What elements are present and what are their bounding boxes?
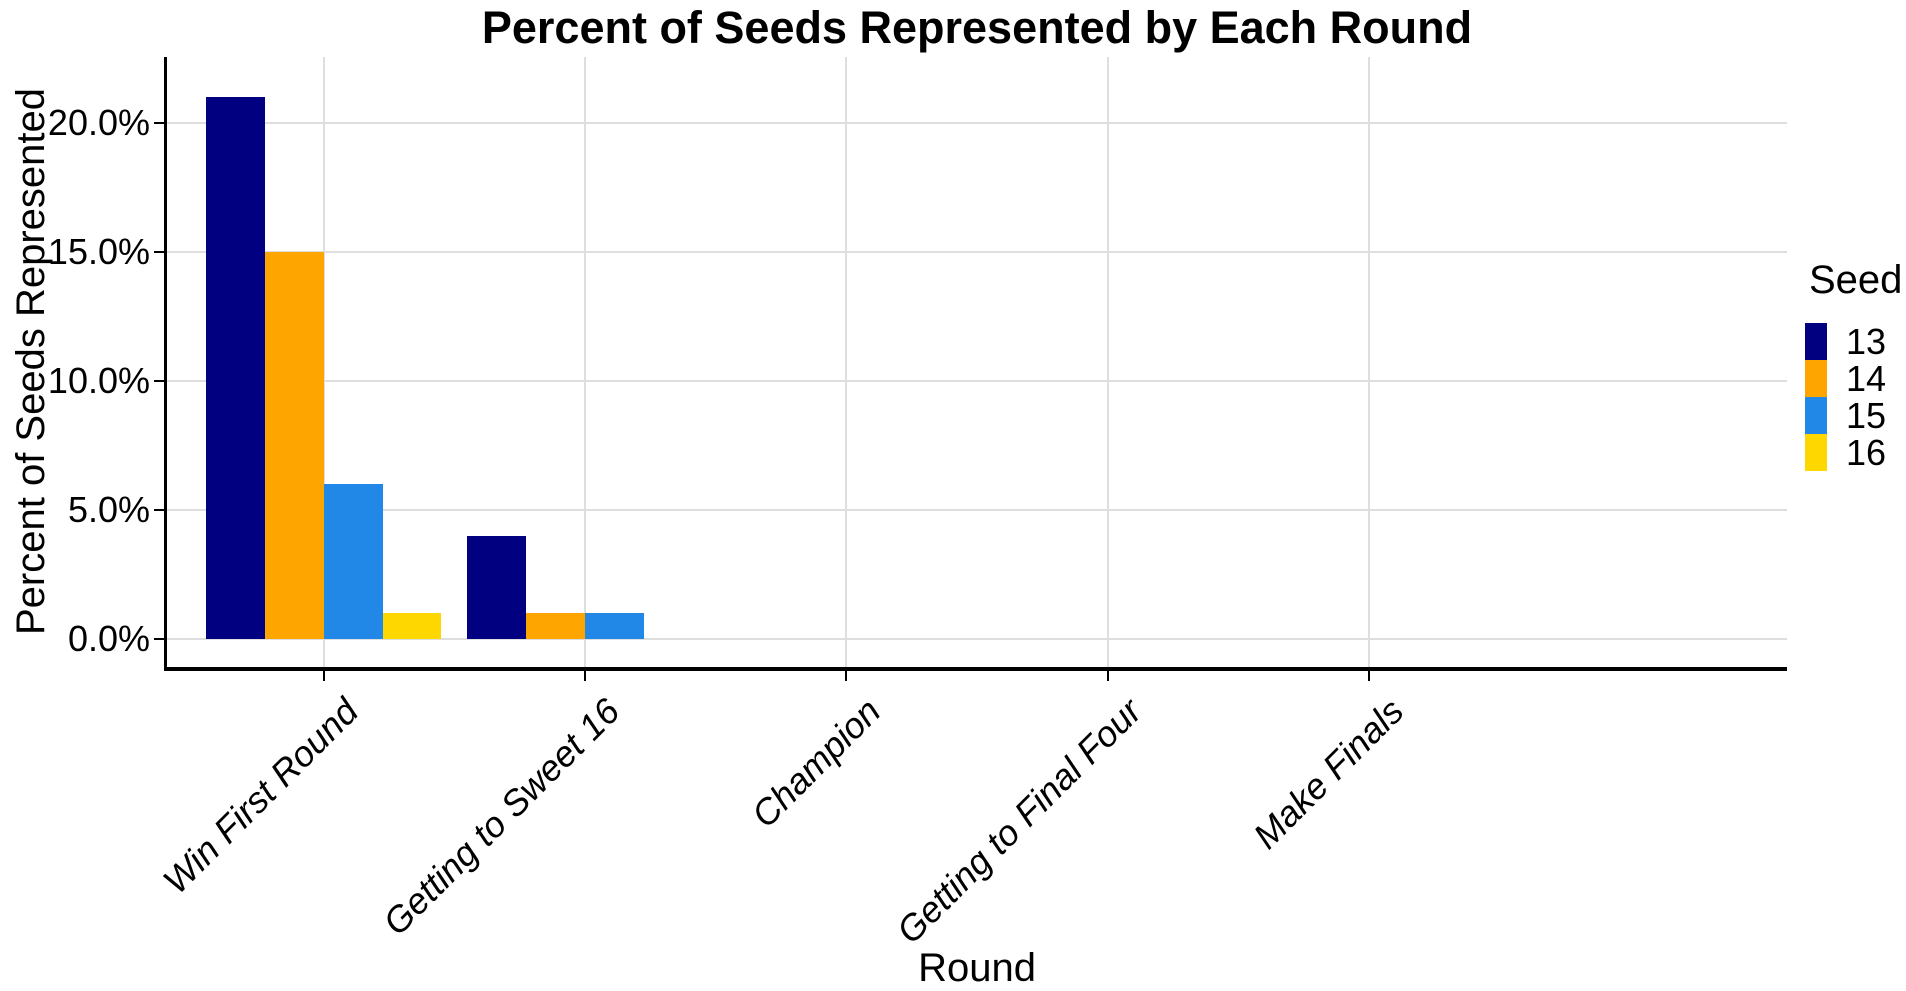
gridline-horizontal: [167, 380, 1787, 382]
legend-item-seed-14: 14: [1805, 360, 1902, 397]
y-axis-line: [164, 57, 167, 670]
legend-title: Seed: [1809, 258, 1903, 302]
gridline-horizontal: [167, 509, 1787, 511]
legend-swatch: [1805, 360, 1827, 397]
x-axis-line: [164, 667, 1787, 671]
x-tick-mark: [1106, 671, 1109, 681]
legend-label: 13: [1846, 321, 1887, 362]
y-tick-mark: [154, 251, 164, 253]
y-tick-label: 0.0%: [67, 618, 150, 659]
legend-label: 14: [1846, 358, 1887, 399]
bar-seed-16: [382, 613, 442, 639]
legend-swatch: [1805, 434, 1827, 471]
x-tick-label: Make Finals: [1244, 690, 1412, 857]
gridline-vertical: [1106, 57, 1109, 667]
x-tick-label: Getting to Sweet 16: [374, 690, 628, 943]
y-tick-mark: [154, 380, 164, 382]
y-tick-label: 15.0%: [47, 231, 150, 272]
legend: Seed 13 14 15 16: [1805, 258, 1902, 471]
bar-seed-13: [206, 97, 265, 639]
legend-items: 13 14 15 16: [1805, 323, 1902, 471]
legend-swatch: [1805, 397, 1827, 434]
gridline-vertical: [584, 57, 587, 667]
gridline-horizontal: [167, 122, 1787, 124]
legend-label: 15: [1846, 395, 1887, 436]
x-tick-label: Getting to Final Four: [888, 690, 1150, 952]
legend-item-seed-15: 15: [1805, 397, 1902, 434]
y-tick-mark: [154, 638, 164, 640]
x-tick-label: Win First Round: [154, 690, 367, 902]
y-tick-label: 10.0%: [47, 360, 150, 401]
gridline-vertical: [1367, 57, 1370, 667]
legend-item-seed-16: 16: [1805, 434, 1902, 471]
chart-title: Percent of Seeds Represented by Each Rou…: [481, 2, 1473, 53]
gridline-vertical: [322, 57, 325, 667]
x-tick-mark: [1367, 671, 1370, 681]
bar-seed-15: [585, 613, 644, 639]
legend-swatch: [1805, 323, 1827, 360]
legend-item-seed-13: 13: [1805, 323, 1902, 360]
x-tick-mark: [584, 671, 587, 681]
x-axis-title: Round: [918, 946, 1036, 990]
y-tick-mark: [154, 122, 164, 124]
x-tick-mark: [845, 671, 848, 681]
bar-seed-14: [264, 252, 324, 639]
gridline-horizontal: [167, 251, 1787, 253]
bar-seed-15: [323, 484, 383, 639]
y-tick-mark: [154, 509, 164, 511]
x-tick-mark: [322, 671, 325, 681]
y-tick-label: 5.0%: [67, 489, 150, 530]
x-tick-label: Champion: [743, 690, 889, 836]
bar-seed-14: [526, 613, 586, 639]
gridline-vertical: [845, 57, 848, 667]
gridline-horizontal: [167, 638, 1787, 640]
legend-label: 16: [1846, 432, 1887, 473]
y-tick-label: 20.0%: [47, 102, 150, 143]
bar-seed-13: [467, 535, 527, 639]
